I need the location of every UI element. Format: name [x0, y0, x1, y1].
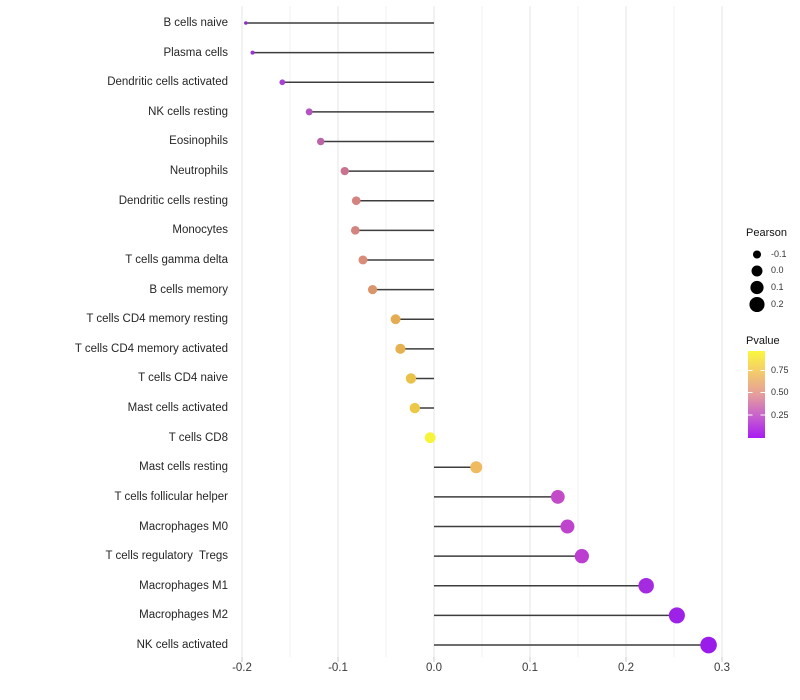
y-axis-label: T cells gamma delta — [125, 253, 228, 266]
legend-pearson-label: 0.0 — [771, 265, 784, 275]
lollipop-dot — [250, 50, 255, 55]
lollipop-dot — [358, 255, 368, 265]
lollipop-dot — [409, 402, 421, 414]
y-axis-label: Macrophages M2 — [139, 609, 228, 622]
lollipop-dot — [279, 79, 286, 86]
y-axis-label: Neutrophils — [169, 165, 228, 178]
legend-pvalue-label: 0.25 — [771, 410, 789, 420]
lollipop-dot — [560, 519, 575, 534]
lollipop-dot — [351, 196, 361, 206]
lollipop-dot — [350, 226, 360, 235]
y-axis-label: T cells CD8 — [168, 431, 228, 444]
legend-pearson-title: Pearson — [746, 227, 787, 239]
y-axis-label: Mast cells activated — [127, 402, 228, 415]
lollipop-dot — [638, 578, 654, 594]
y-axis-label: B cells memory — [149, 283, 228, 296]
legend-pearson-label: 0.2 — [771, 299, 784, 309]
legend-pvalue-label: 0.50 — [771, 387, 789, 397]
y-axis-label: Monocytes — [172, 224, 228, 237]
x-tick-label: -0.1 — [328, 662, 348, 674]
lollipop-dot — [700, 636, 717, 654]
lollipop-dot — [244, 21, 248, 25]
y-axis-label: T cells follicular helper — [114, 490, 228, 503]
y-axis-label: Dendritic cells resting — [118, 194, 228, 207]
lollipop-dot — [668, 607, 685, 624]
legend-pearson-label: -0.1 — [771, 249, 787, 259]
y-axis-label: NK cells activated — [136, 639, 228, 652]
y-axis-label: T cells regulatory Tregs — [105, 550, 228, 563]
lollipop-dot — [340, 166, 349, 176]
legend-size-dot — [751, 265, 763, 277]
legend-pvalue-label: 0.75 — [771, 365, 789, 375]
lollipop-dot — [550, 490, 565, 504]
y-axis-label: T cells CD4 memory activated — [74, 342, 228, 355]
y-axis-label: Mast cells resting — [139, 461, 228, 474]
lollipop-dot — [367, 284, 378, 295]
legend-size-dot — [752, 250, 762, 259]
pvalue-gradient-bar — [748, 351, 765, 438]
lollipop-dot — [316, 137, 325, 146]
lollipop-dot — [390, 314, 401, 325]
lollipop-dot — [574, 549, 589, 564]
y-axis-label: Macrophages M0 — [139, 520, 228, 533]
y-axis-label: Macrophages M1 — [139, 579, 228, 592]
legend-size-dot — [750, 280, 764, 295]
x-tick-label: 0.3 — [714, 662, 730, 674]
y-axis-label: T cells CD4 naive — [138, 372, 228, 385]
y-axis-label: NK cells resting — [148, 105, 228, 118]
lollipop-dot — [424, 432, 436, 444]
legend-size-dot — [749, 296, 765, 313]
y-axis-label: Plasma cells — [163, 46, 228, 59]
y-axis-label: B cells naive — [163, 17, 228, 29]
x-tick-label: -0.2 — [232, 662, 252, 674]
y-axis-label: Eosinophils — [169, 135, 228, 148]
legend-pvalue-title: Pvalue — [746, 335, 780, 347]
lollipop-dot — [470, 461, 483, 474]
lollipop-dot — [405, 373, 417, 384]
x-tick-label: 0.1 — [522, 662, 538, 674]
lollipop-dot — [305, 108, 313, 116]
legend-pearson-label: 0.1 — [771, 282, 784, 292]
x-tick-label: 0.2 — [618, 662, 634, 674]
y-axis-label: T cells CD4 memory resting — [86, 313, 228, 326]
x-tick-label: 0.0 — [426, 662, 442, 674]
lollipop-dot — [395, 343, 406, 354]
y-axis-label: Dendritic cells activated — [107, 76, 228, 89]
